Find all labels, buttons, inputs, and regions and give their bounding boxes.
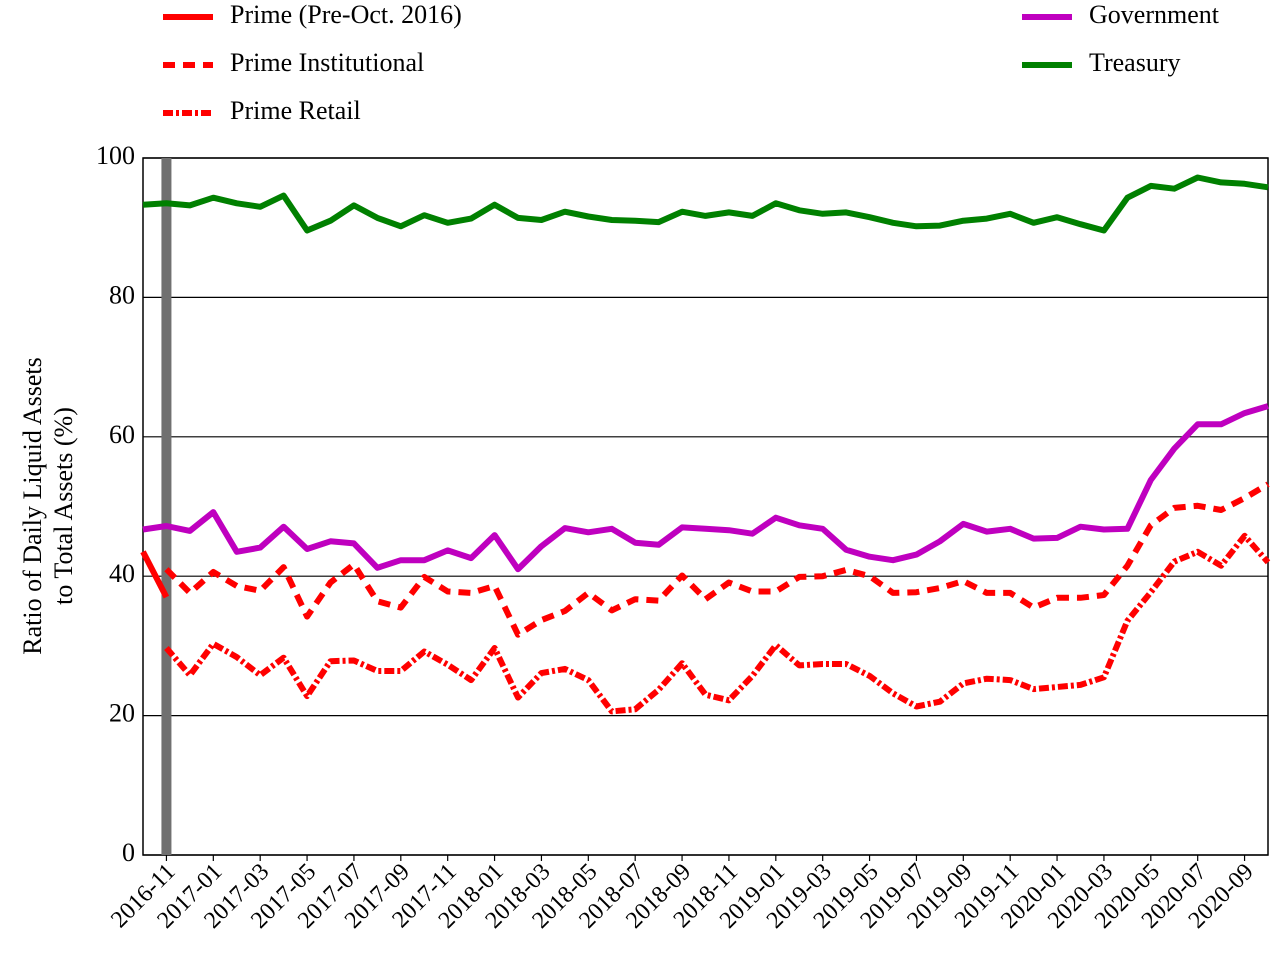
- legend-label: Prime (Pre-Oct. 2016): [230, 0, 462, 29]
- series-line: [164, 532, 1271, 715]
- y-tick-label: 100: [96, 141, 135, 170]
- y-axis-label: Ratio of Daily Liquid Assets: [18, 357, 47, 655]
- y-tick-label: 0: [122, 838, 135, 867]
- series-line: [142, 403, 1269, 573]
- y-tick-label: 40: [109, 559, 135, 588]
- legend-label: Prime Retail: [230, 96, 361, 125]
- legend-label: Prime Institutional: [230, 48, 424, 77]
- plot-frame: [142, 157, 1269, 856]
- series-line: [142, 174, 1269, 234]
- series-line: [164, 481, 1270, 638]
- series-line: [140, 550, 170, 599]
- y-axis-label: to Total Assets (%): [49, 407, 78, 605]
- legend-label: Government: [1089, 0, 1220, 29]
- y-tick-label: 20: [109, 699, 135, 728]
- y-tick-label: 60: [109, 420, 135, 449]
- legend-label: Treasury: [1089, 48, 1180, 77]
- y-tick-label: 80: [109, 280, 135, 309]
